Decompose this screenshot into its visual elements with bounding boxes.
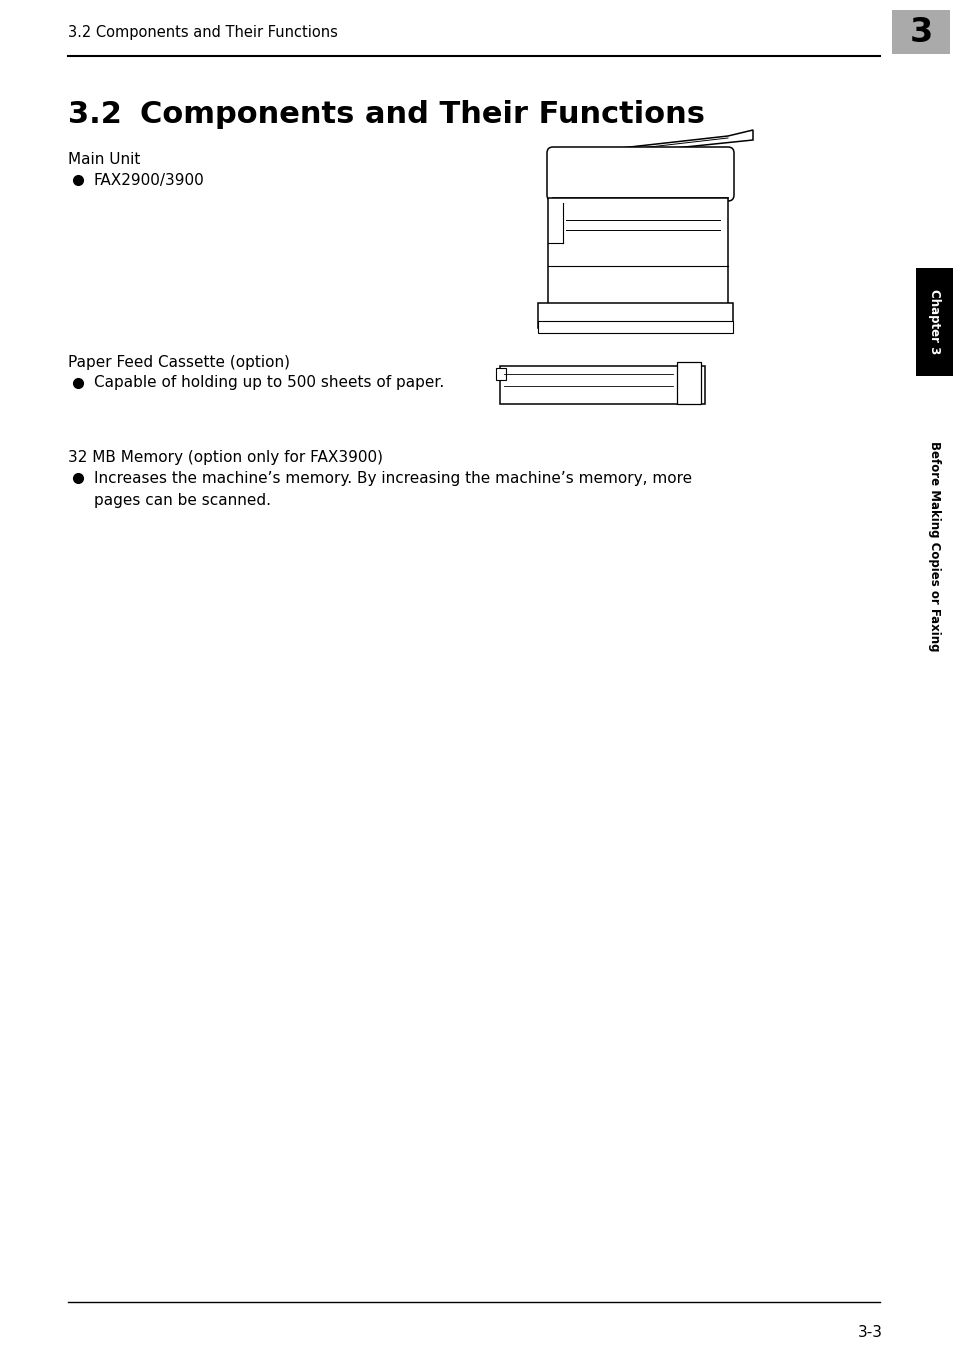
Text: pages can be scanned.: pages can be scanned. [94, 493, 271, 508]
Bar [499, 367, 704, 403]
Text: 32 MB Memory (option only for FAX3900): 32 MB Memory (option only for FAX3900) [68, 449, 382, 464]
FancyBboxPatch shape [546, 147, 733, 201]
Bar [891, 10, 949, 54]
Text: 3.2: 3.2 [68, 100, 122, 129]
Bar [537, 303, 732, 329]
Text: Before Making Copies or Faxing: Before Making Copies or Faxing [927, 441, 941, 652]
Text: Main Unit: Main Unit [68, 152, 140, 167]
Text: Capable of holding up to 500 sheets of paper.: Capable of holding up to 500 sheets of p… [94, 376, 444, 391]
Text: FAX2900/3900: FAX2900/3900 [94, 172, 205, 187]
Bar [547, 198, 727, 329]
Text: 3: 3 [908, 15, 932, 49]
Polygon shape [598, 130, 752, 156]
Bar [677, 363, 700, 403]
Text: Chapter 3: Chapter 3 [927, 289, 941, 354]
Bar [915, 268, 953, 376]
Bar [496, 368, 505, 380]
Bar [537, 320, 732, 333]
Text: Paper Feed Cassette (option): Paper Feed Cassette (option) [68, 354, 290, 369]
Text: 3.2 Components and Their Functions: 3.2 Components and Their Functions [68, 24, 337, 39]
Text: Components and Their Functions: Components and Their Functions [140, 100, 704, 129]
Text: 3-3: 3-3 [857, 1325, 882, 1340]
Text: Increases the machine’s memory. By increasing the machine’s memory, more: Increases the machine’s memory. By incre… [94, 470, 691, 486]
